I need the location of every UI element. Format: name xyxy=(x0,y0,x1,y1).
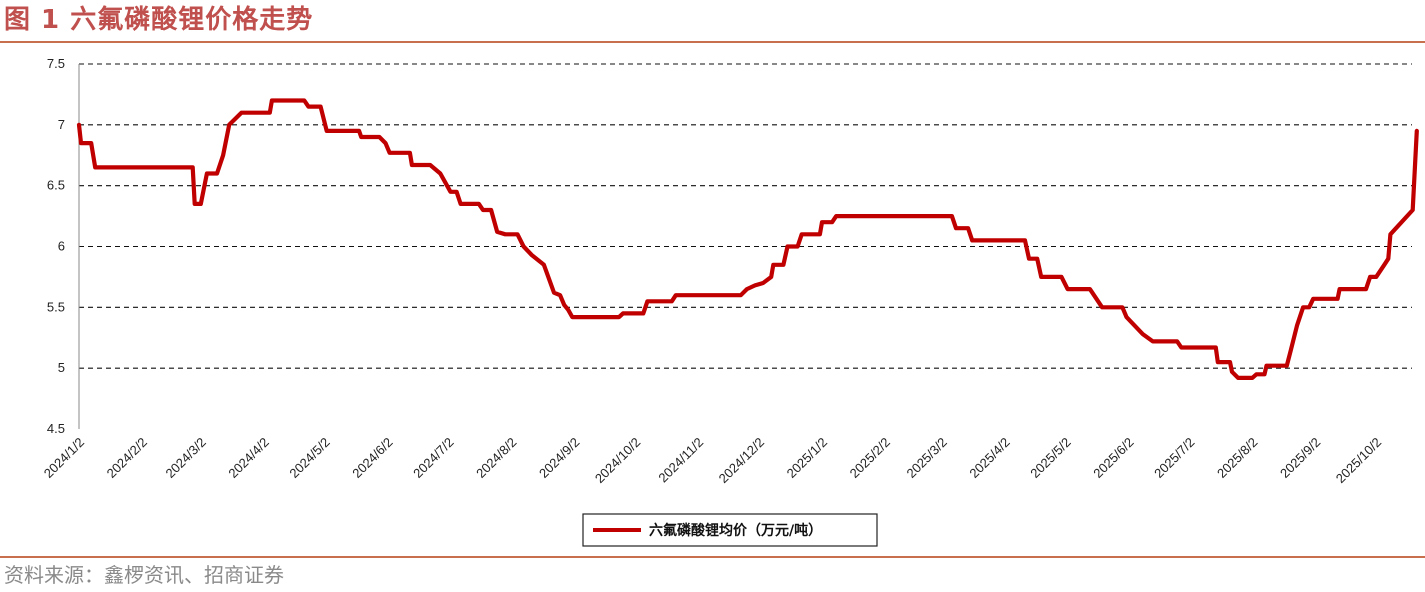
price-line-chart: 7.5 7 6.5 6 5.5 5 4.5 2024/1/2 2024/2/2 2024/3/2… xyxy=(41,56,1419,547)
x-tick-label: 2025/5/2 xyxy=(1027,435,1073,481)
legend: 六氟磷酸锂均价（万元/吨） xyxy=(582,513,878,547)
series-layer xyxy=(76,98,1419,380)
x-tick-label: 2024/12/2 xyxy=(716,435,768,487)
x-tick-label: 2025/3/2 xyxy=(903,435,949,481)
footer-divider xyxy=(0,556,1425,558)
title-divider xyxy=(0,41,1425,43)
x-tick-label: 2025/8/2 xyxy=(1214,435,1260,481)
legend-label: 六氟磷酸锂均价（万元/吨） xyxy=(649,522,822,539)
x-tick-label: 2025/9/2 xyxy=(1277,435,1323,481)
gridlines xyxy=(79,63,1412,369)
x-tick-label: 2025/7/2 xyxy=(1151,435,1197,481)
figure-title: 图 1 六氟磷酸锂价格走势 xyxy=(4,5,314,35)
x-tick-label: 2024/9/2 xyxy=(536,435,582,481)
x-tick-label: 2025/4/2 xyxy=(966,435,1012,481)
y-tick-label: 5.5 xyxy=(47,299,65,314)
x-tick-label: 2024/6/2 xyxy=(349,435,395,481)
x-tick-label: 2025/6/2 xyxy=(1090,435,1136,481)
x-tick-label: 2024/5/2 xyxy=(286,435,332,481)
x-tick-label: 2024/7/2 xyxy=(410,435,456,481)
y-tick-label: 7.5 xyxy=(47,56,65,71)
x-tick-label: 2024/8/2 xyxy=(473,435,519,481)
x-tick-label: 2024/4/2 xyxy=(225,435,271,481)
x-tick-label: 2024/10/2 xyxy=(592,435,644,487)
y-tick-labels: 7.5 7 6.5 6 5.5 5 4.5 xyxy=(47,56,65,436)
x-tick-label: 2025/1/2 xyxy=(784,435,830,481)
series-line xyxy=(76,98,1419,380)
y-tick-label: 4.5 xyxy=(47,421,65,436)
x-tick-label: 2024/3/2 xyxy=(163,435,209,481)
y-tick-label: 6.5 xyxy=(47,178,65,193)
y-tick-label: 7 xyxy=(58,117,65,132)
y-tick-label: 6 xyxy=(58,239,65,254)
x-tick-label: 2024/2/2 xyxy=(104,435,150,481)
x-tick-label: 2024/1/2 xyxy=(41,435,87,481)
y-tick-label: 5 xyxy=(58,360,65,375)
x-tick-label: 2024/11/2 xyxy=(655,435,706,486)
source-note: 资料来源：鑫椤资讯、招商证券 xyxy=(4,563,284,587)
x-tick-label: 2025/10/2 xyxy=(1333,435,1385,487)
x-tick-label: 2025/2/2 xyxy=(847,435,893,481)
x-tick-labels: 2024/1/2 2024/2/2 2024/3/2 2024/4/2 2024/5/2… xyxy=(41,435,1385,487)
